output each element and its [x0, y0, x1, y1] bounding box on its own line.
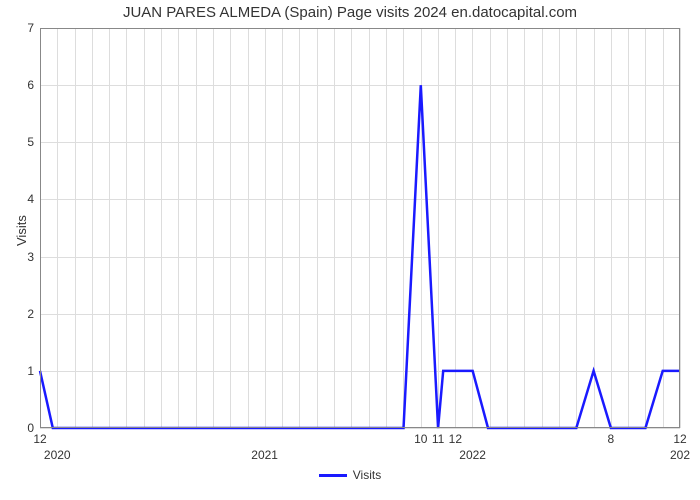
legend: Visits [0, 468, 700, 482]
x-tick-label-month: 11 [432, 432, 444, 446]
y-tick-label: 1 [16, 364, 34, 378]
plot-area [40, 28, 680, 428]
y-tick-label: 6 [16, 78, 34, 92]
chart-container: JUAN PARES ALMEDA (Spain) Page visits 20… [0, 0, 700, 500]
x-tick-label-month: 8 [608, 432, 615, 446]
grid-line-v [680, 28, 681, 428]
y-tick-label: 3 [16, 250, 34, 264]
y-tick-label: 2 [16, 307, 34, 321]
y-axis-label: Visits [14, 215, 29, 246]
y-tick-label: 0 [16, 421, 34, 435]
x-tick-label-month: 12 [33, 432, 46, 446]
y-tick-label: 4 [16, 192, 34, 206]
legend-label: Visits [353, 468, 381, 482]
x-tick-label-year: 202 [670, 448, 690, 462]
x-tick-label-year: 2021 [251, 448, 278, 462]
series-line [40, 28, 680, 428]
x-tick-label-month: 12 [673, 432, 686, 446]
x-tick-label-month: 10 [414, 432, 427, 446]
x-tick-label-month: 12 [449, 432, 462, 446]
y-tick-label: 5 [16, 135, 34, 149]
legend-swatch [319, 474, 347, 477]
x-tick-label-year: 2022 [459, 448, 486, 462]
y-tick-label: 7 [16, 21, 34, 35]
x-tick-label-year: 2020 [44, 448, 71, 462]
chart-title: JUAN PARES ALMEDA (Spain) Page visits 20… [0, 4, 700, 21]
